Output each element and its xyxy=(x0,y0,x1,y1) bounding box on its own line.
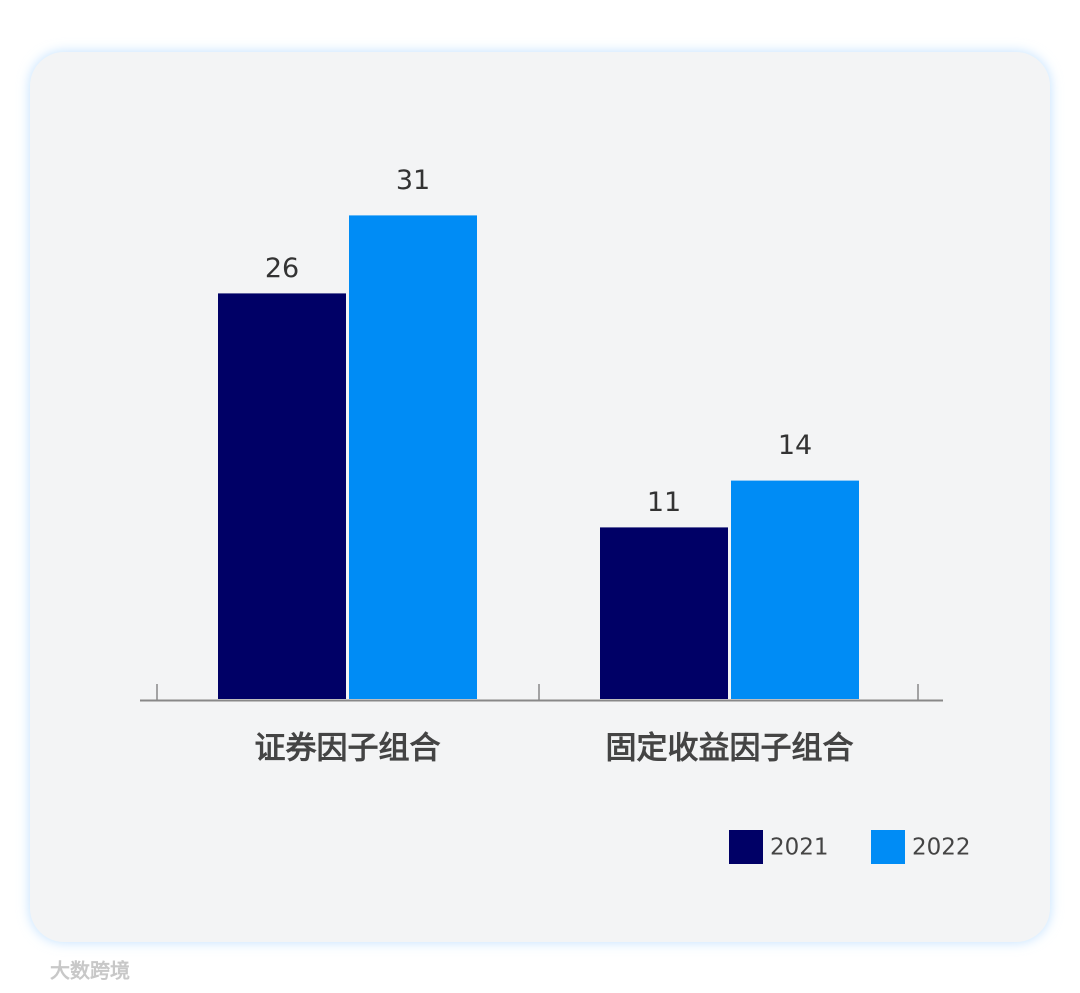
watermark: 大数跨境 xyxy=(50,959,130,983)
value-label: 11 xyxy=(647,487,681,518)
bar xyxy=(218,293,346,699)
legend-label: 2021 xyxy=(770,835,829,861)
legend-swatch xyxy=(871,830,905,864)
bar xyxy=(731,480,859,699)
legend-swatch xyxy=(729,830,763,864)
value-label: 26 xyxy=(265,253,299,284)
legend-label: 2022 xyxy=(912,835,971,861)
x-tick-label: 固定收益因子组合 xyxy=(606,731,854,767)
bar xyxy=(600,527,728,699)
card xyxy=(30,52,1050,942)
value-label: 31 xyxy=(396,165,430,196)
value-label: 14 xyxy=(778,430,812,461)
bar xyxy=(349,215,477,699)
x-tick-label: 证券因子组合 xyxy=(255,731,441,767)
